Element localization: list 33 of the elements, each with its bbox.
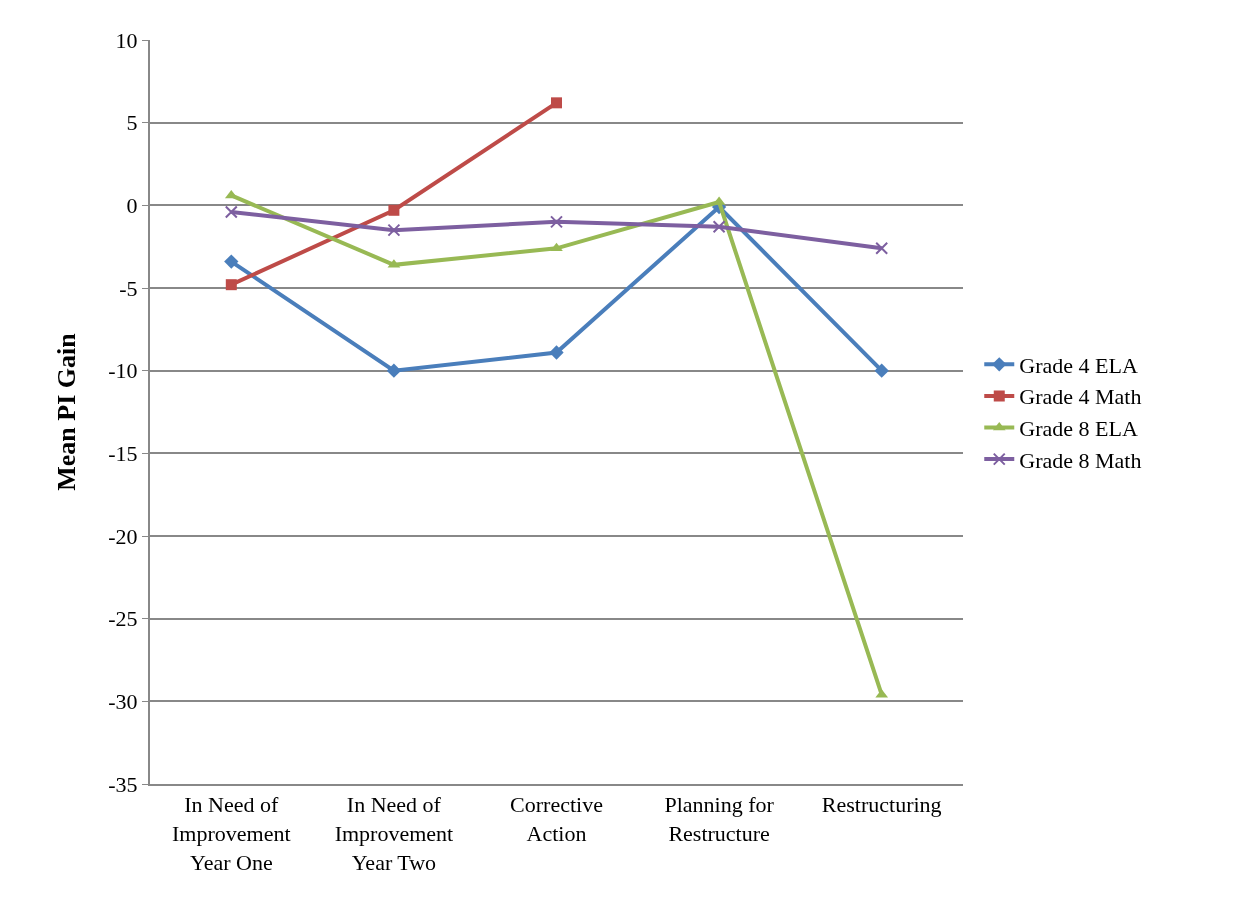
x-tick-label: In Need of Improvement Year One [172,792,291,875]
y-tick-label: 10 [115,27,138,53]
point [386,363,402,378]
y-axis-title: Mean PI Gain [52,332,82,491]
point [387,223,401,237]
point [549,345,564,360]
point [224,254,239,269]
legend-label: Grade 4 ELA [1019,352,1138,378]
legend-label: Grade 8 ELA [1019,416,1138,442]
legend-label: Grade 8 Math [1019,447,1142,473]
point [874,363,889,378]
point [224,205,238,219]
point [875,241,889,255]
y-tick-label: -20 [108,523,138,549]
point [225,279,237,291]
point [388,204,400,216]
point [550,242,563,252]
y-tick-label: -30 [108,689,138,715]
x-tick-label: In Need of Improvement Year Two [334,792,454,875]
point [712,220,726,234]
x-tick-label: Corrective Action [510,792,603,846]
y-tick-label: -35 [108,771,138,797]
y-tick-label: -10 [108,358,138,384]
point [551,97,562,109]
y-tick-label: -15 [108,441,138,467]
y-tick-label: -5 [119,275,138,301]
point [550,215,563,229]
x-tick-label: Planning for Restructure [664,792,775,846]
y-tick-label: 0 [126,193,138,219]
y-tick-label: 5 [126,110,138,136]
x-tick-label: Restructuring [821,792,942,818]
legend-label: Grade 4 Math [1019,384,1142,410]
y-tick-label: -25 [108,606,138,632]
